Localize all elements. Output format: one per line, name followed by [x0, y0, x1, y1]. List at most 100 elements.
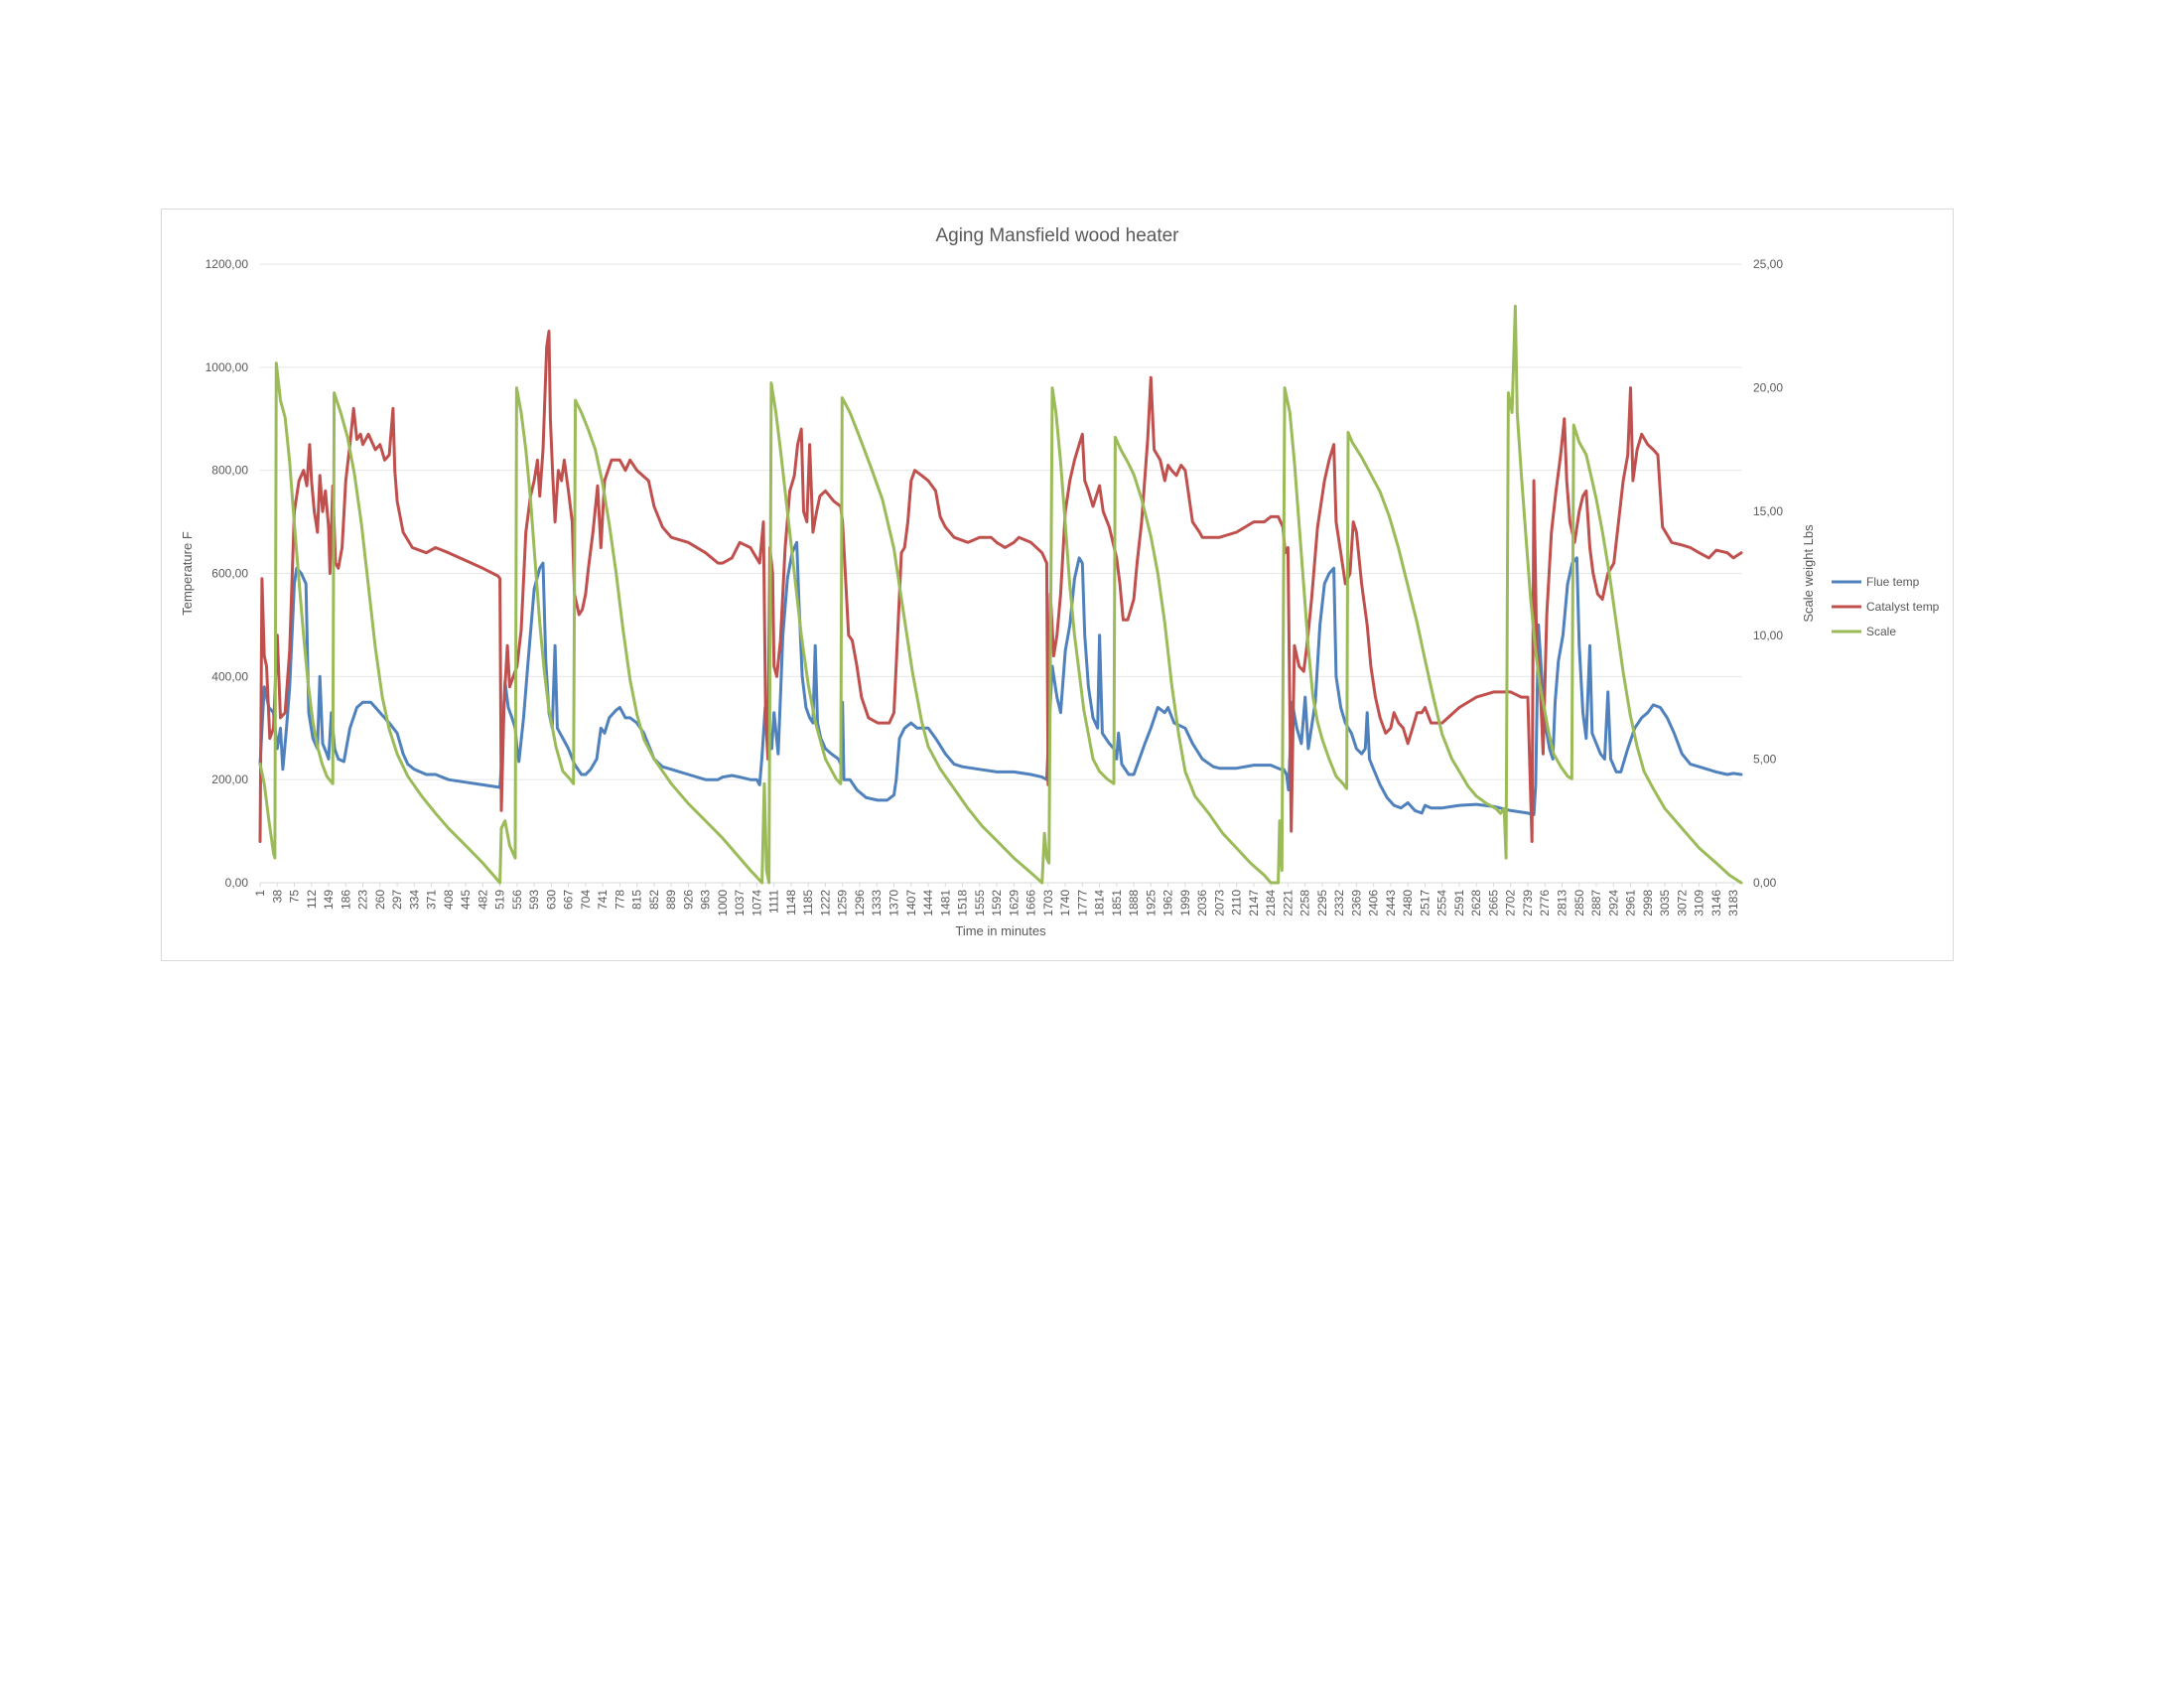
x-tick-label: 1111	[767, 890, 781, 914]
x-tick-label: 2850	[1572, 890, 1586, 916]
x-tick-label: 2702	[1504, 890, 1518, 916]
x-tick-label: 2517	[1418, 890, 1432, 916]
x-tick-label: 2036	[1195, 890, 1209, 916]
chart-title: Aging Mansfield wood heater	[935, 225, 1179, 246]
x-tick-label: 2406	[1367, 890, 1381, 916]
x-tick-label: 3183	[1726, 890, 1740, 916]
x-tick-label: 1074	[750, 890, 763, 916]
y-axis-right: 0,00 5,00 10,00 15,00 20,00 25,00	[1753, 257, 1783, 890]
x-tick-label: 1296	[853, 890, 867, 916]
x-tick-label: 2739	[1521, 890, 1535, 916]
x-tick-label: 889	[664, 890, 678, 910]
x-tick-label: 1740	[1058, 890, 1072, 916]
x-tick-label: 852	[647, 890, 661, 910]
x-tick-label: 2110	[1230, 890, 1244, 915]
x-tick-label: 1444	[921, 890, 935, 916]
x-tick-label: 3072	[1675, 890, 1689, 916]
y2-axis-title: Scale weight Lbs	[1801, 524, 1816, 623]
x-tick-label: 1851	[1110, 890, 1124, 916]
x-tick-label: 1777	[1075, 890, 1089, 916]
x-tick-label: 2184	[1264, 890, 1278, 916]
x-tick-label: 1925	[1144, 890, 1158, 916]
x-tick-label: 1333	[870, 890, 884, 916]
x-tick-label: 2998	[1641, 890, 1655, 916]
x-tick-label: 2665	[1486, 890, 1500, 916]
x-tick-label: 445	[459, 890, 473, 910]
x-tick-label: 2295	[1315, 890, 1329, 916]
series-scale	[258, 304, 1743, 885]
x-tick-label: 1962	[1161, 890, 1175, 916]
x-tick-label: 3035	[1658, 890, 1672, 916]
y2-tick-label: 20,00	[1753, 381, 1783, 395]
x-tick-label: 1481	[938, 890, 952, 916]
x-tick-label: 482	[476, 890, 489, 910]
x-tick-label: 1370	[887, 890, 900, 916]
x-tick-label: 408	[442, 890, 456, 910]
x-tick-label: 778	[613, 890, 626, 910]
x-tick-label: 2369	[1349, 890, 1363, 916]
x-tick-label: 75	[288, 890, 302, 904]
x-tick-label: 2887	[1589, 890, 1603, 916]
x-tick-label: 1629	[1007, 890, 1021, 916]
x-tick-label: 1999	[1178, 890, 1192, 916]
x-tick-label: 2961	[1624, 890, 1638, 916]
x-tick-label: 2813	[1556, 890, 1570, 916]
y2-tick-label: 10,00	[1753, 629, 1783, 642]
x-tick-label: 2073	[1212, 890, 1226, 916]
x-tick-label: 1555	[973, 890, 987, 916]
x-axis: 1 38 75 112 149 186 223 260 297 334 371 408 445 482 51…	[253, 883, 1740, 916]
x-tick-label: 1148	[784, 890, 798, 915]
x-tick-label: 2924	[1606, 890, 1620, 916]
y-tick-label: 1200,00	[205, 257, 249, 271]
x-tick-label: 2776	[1538, 890, 1552, 916]
y2-tick-label: 15,00	[1753, 504, 1783, 518]
x-tick-label: 149	[322, 890, 336, 910]
y-tick-label: 800,00	[211, 464, 248, 478]
x-tick-label: 815	[630, 890, 644, 910]
y-axis-title: Temperature F	[180, 531, 195, 616]
y2-tick-label: 5,00	[1753, 752, 1777, 766]
x-tick-label: 1518	[956, 890, 970, 916]
y-tick-label: 400,00	[211, 669, 248, 683]
x-tick-label: 334	[407, 890, 421, 910]
legend-label: Catalyst temp	[1866, 600, 1940, 614]
x-tick-label: 297	[390, 890, 404, 910]
x-tick-label: 112	[305, 890, 319, 909]
x-tick-label: 2628	[1469, 890, 1483, 916]
legend-label: Scale	[1866, 625, 1896, 638]
x-tick-label: 2147	[1247, 890, 1261, 916]
x-tick-label: 519	[493, 890, 507, 910]
chart-svg: Aging Mansfield wood heater 0,00 200,00 40…	[180, 225, 1940, 938]
x-tick-label: 1592	[990, 890, 1004, 916]
series-flue-temp	[258, 540, 1743, 816]
x-tick-label: 1703	[1041, 890, 1055, 916]
x-tick-label: 2591	[1452, 890, 1466, 916]
x-tick-label: 1000	[716, 890, 730, 916]
x-tick-label: 371	[425, 890, 439, 910]
gridlines	[260, 263, 1741, 884]
x-tick-label: 1259	[836, 890, 850, 916]
x-tick-label: 2480	[1401, 890, 1415, 916]
x-tick-label: 186	[339, 890, 352, 910]
series-catalyst-temp	[258, 330, 1743, 843]
x-tick-label: 1666	[1024, 890, 1038, 916]
x-tick-label: 3109	[1693, 890, 1706, 916]
x-tick-label: 1185	[801, 890, 815, 915]
x-tick-label: 223	[356, 890, 370, 910]
x-tick-label: 2443	[1384, 890, 1398, 916]
x-tick-label: 1407	[904, 890, 918, 916]
x-tick-label: 2554	[1435, 890, 1449, 916]
series-lines	[258, 304, 1743, 885]
x-tick-label: 1037	[733, 890, 747, 916]
x-tick-label: 667	[562, 890, 576, 910]
x-tick-label: 1888	[1127, 890, 1141, 916]
x-tick-label: 3146	[1709, 890, 1723, 916]
x-tick-label: 963	[699, 890, 713, 910]
x-tick-label: 926	[681, 890, 695, 910]
legend: Flue temp Catalyst temp Scale	[1832, 575, 1940, 638]
x-tick-label: 593	[527, 890, 541, 910]
x-tick-label: 630	[544, 890, 558, 910]
x-tick-label: 2332	[1332, 890, 1346, 916]
x-tick-label: 1222	[818, 890, 832, 916]
x-tick-label: 2221	[1281, 890, 1295, 916]
